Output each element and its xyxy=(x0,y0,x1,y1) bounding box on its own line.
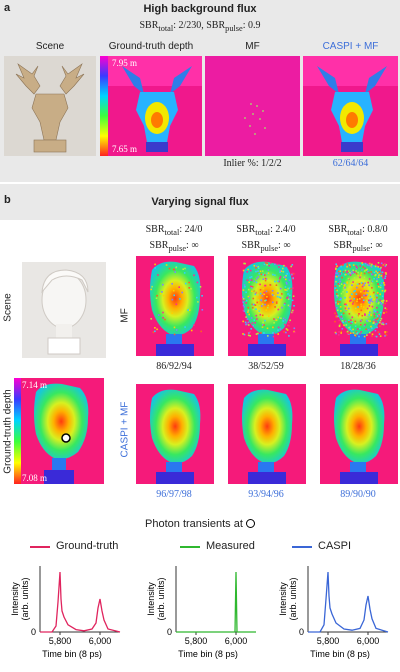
y-zero-label-3: 0 xyxy=(299,627,304,637)
mf-inlier-label: Inlier %: 1/2/2 xyxy=(223,158,282,169)
legend-label-ground-truth: Ground-truth xyxy=(56,540,119,552)
x-label-2: Time bin (8 ps) xyxy=(178,649,238,659)
x-label-1: Time bin (8 ps) xyxy=(42,649,102,659)
panel-b-background xyxy=(0,184,400,220)
sbr-total-col2: SBRtotal: 2.4/0 xyxy=(236,224,296,237)
scene-deer-image xyxy=(4,56,96,156)
panel-a-sbr-line: SBRtotal: 2/230, SBRpulse: 0.9 xyxy=(139,20,261,33)
caspi-nums-col1: 96/97/98 xyxy=(156,489,192,500)
transients-title-text: Photon transients at xyxy=(145,518,243,530)
sbr-total-col1: SBRtotal: 24/0 xyxy=(145,224,203,237)
legend-swatch-measured xyxy=(180,546,200,548)
transients-title: Photon transients at xyxy=(0,518,400,530)
sbr-total-value-col2: 2.4/0 xyxy=(275,224,296,235)
scene-bust-image xyxy=(22,262,106,358)
row-label-gt-depth: Ground-truth depth xyxy=(2,389,14,474)
col-title-caspi-mf: CASPI + MF xyxy=(322,41,379,52)
gt-depth-max-label: 7.95 m xyxy=(112,58,138,68)
gt-bust-max-label: 7.14 m xyxy=(22,380,48,390)
y-label-line2-3: (arb. units) xyxy=(288,577,298,620)
legend-label-measured: Measured xyxy=(206,540,255,552)
y-label-line2-2: (arb. units) xyxy=(156,577,166,620)
sbr-pulse-col3: SBRpulse: ∞ xyxy=(333,240,383,253)
transients-legend: Ground-truth Measured CASPI xyxy=(30,540,390,554)
sbr-pulse-col2: SBRpulse: ∞ xyxy=(241,240,291,253)
sbr-pulse-value-col2: ∞ xyxy=(283,240,291,251)
legend-swatch-ground-truth xyxy=(30,546,50,548)
legend-swatch-caspi xyxy=(292,546,312,548)
panel-b-letter: b xyxy=(4,194,11,206)
y-zero-label-1: 0 xyxy=(31,627,36,637)
caspi-bust-image-col3 xyxy=(320,384,398,484)
caspi-nums-col2: 93/94/96 xyxy=(248,489,284,500)
mf-nums-col3: 18/28/36 xyxy=(340,361,376,372)
gt-depth-bust-image xyxy=(14,378,104,484)
sbr-pulse-value-col3: ∞ xyxy=(375,240,383,251)
mf-bust-image-col1 xyxy=(136,256,214,356)
mf-deer-image xyxy=(205,56,300,156)
caspi-bust-image-col1 xyxy=(136,384,214,484)
gt-bust-min-label: 7.08 m xyxy=(22,473,48,483)
marker-circle-icon xyxy=(245,519,255,528)
sbr-total-col3: SBRtotal: 0.8/0 xyxy=(328,224,388,237)
mf-nums-col2: 38/52/59 xyxy=(248,361,284,372)
row-label-mf: MF xyxy=(119,308,131,323)
series-line-3 xyxy=(308,571,389,633)
col-title-scene: Scene xyxy=(35,41,65,52)
gt-depth-deer-image xyxy=(100,56,202,156)
caspi-bust-image-col2 xyxy=(228,384,306,484)
col-title-mf: MF xyxy=(245,41,260,52)
y-label-line1-2: Intensity xyxy=(146,582,156,616)
mf-nums-col1: 86/92/94 xyxy=(156,361,192,372)
x-tick-label-1-2: 6,000 xyxy=(89,636,112,646)
panel-a-title: High background flux xyxy=(143,3,257,15)
x-tick-label-1-1: 5,800 xyxy=(49,636,72,646)
x-tick-label-3-2: 6,000 xyxy=(357,636,380,646)
series-line-1 xyxy=(40,571,121,633)
col-title-gt-depth: Ground-truth depth xyxy=(108,41,194,52)
y-label-line1-3: Intensity xyxy=(278,582,288,616)
y-label-line1-1: Intensity xyxy=(10,582,20,616)
caspi-inlier-label: 62/64/64 xyxy=(332,158,369,169)
legend-label-caspi: CASPI xyxy=(318,540,352,552)
mf-bust-image-col3 xyxy=(320,256,398,356)
sbr-total-value-col3: 0.8/0 xyxy=(367,224,388,235)
panel-b-title: Varying signal flux xyxy=(151,196,249,208)
caspi-nums-col3: 89/90/90 xyxy=(340,489,376,500)
gt-depth-min-label: 7.65 m xyxy=(112,144,138,154)
row-label-caspi-mf: CASPI + MF xyxy=(119,401,131,458)
row-label-scene: Scene xyxy=(2,293,14,322)
mf-bust-image-col2 xyxy=(228,256,306,356)
sbr-pulse-value-col1: ∞ xyxy=(191,240,199,251)
y-zero-label-2: 0 xyxy=(167,627,172,637)
sbr-pulse-col1: SBRpulse: ∞ xyxy=(149,240,199,253)
y-label-line2-1: (arb. units) xyxy=(20,577,30,620)
x-label-3: Time bin (8 ps) xyxy=(310,649,370,659)
sbr-total-value-col1: 24/0 xyxy=(184,224,203,235)
x-tick-label-3-1: 5,800 xyxy=(317,636,340,646)
panel-a-letter: a xyxy=(4,2,11,14)
series-line-2 xyxy=(176,571,256,633)
x-tick-label-2-1: 5,800 xyxy=(185,636,208,646)
caspi-deer-image xyxy=(303,56,398,156)
x-tick-label-2-2: 6,000 xyxy=(225,636,248,646)
